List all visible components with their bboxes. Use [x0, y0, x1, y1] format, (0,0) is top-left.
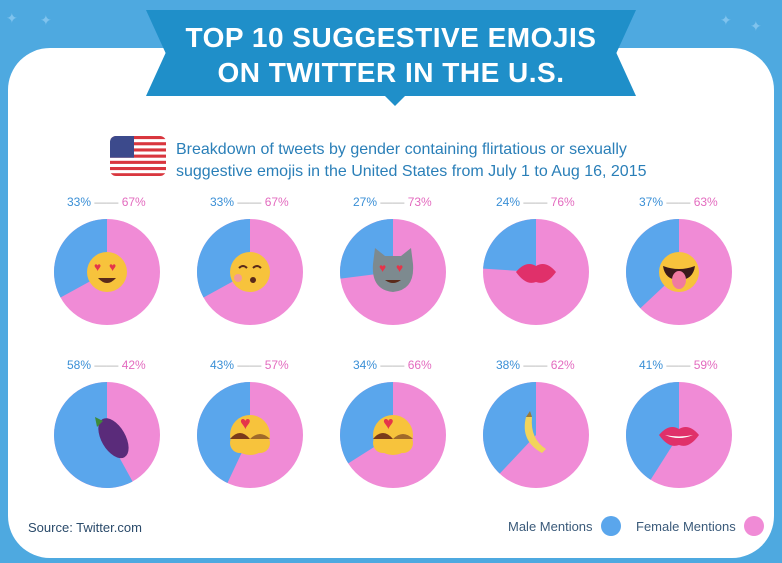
svg-text:♥: ♥ [240, 413, 251, 433]
pie-chart-10 [626, 382, 732, 488]
separator: —— [377, 195, 408, 209]
svg-text:♥: ♥ [396, 261, 403, 275]
pie-slice-male [483, 382, 536, 474]
pie-slice-male [626, 382, 679, 480]
pie-percent-labels: 33% —— 67% [67, 195, 146, 209]
svg-text:♥: ♥ [383, 413, 394, 433]
legend-female-label: Female Mentions [636, 518, 736, 534]
kissing-couple-icon: ♥ [230, 413, 270, 455]
svg-text:♥: ♥ [379, 261, 386, 275]
bird-icon: ✦ [750, 18, 762, 34]
lips-icon [659, 427, 699, 446]
pie-percent-labels: 37% —— 63% [639, 195, 718, 209]
pie-percent-labels: 34% —— 66% [353, 358, 432, 372]
female-percent-label: 76% [550, 195, 575, 209]
male-percent-label: 24% [496, 195, 521, 209]
bird-icon: ✦ [720, 12, 732, 28]
pie-percent-labels: 27% —— 73% [353, 195, 432, 209]
pie-slice-male [483, 219, 536, 272]
separator: —— [91, 195, 122, 209]
pie-percent-labels: 43% —— 57% [210, 358, 289, 372]
pie-percent-labels: 33% —— 67% [210, 195, 289, 209]
female-percent-label: 57% [264, 358, 289, 372]
female-percent-label: 67% [121, 195, 146, 209]
female-percent-label: 63% [693, 195, 718, 209]
legend-male-swatch [600, 516, 621, 536]
page-title: TOP 10 SUGGESTIVE EMOJIS ON TWITTER IN T… [146, 20, 636, 90]
legend-female: Female Mentions [636, 516, 764, 536]
pie-percent-labels: 24% —— 76% [496, 195, 575, 209]
pie-chart-5 [626, 219, 732, 325]
separator: —— [663, 358, 694, 372]
title-line-2: ON TWITTER IN THE U.S. [217, 57, 565, 88]
title-line-1: TOP 10 SUGGESTIVE EMOJIS [185, 22, 597, 53]
kiss-mark-icon [516, 264, 556, 283]
separator: —— [234, 358, 265, 372]
us-flag-icon [110, 136, 166, 176]
pie-chart-8: ♥ [340, 382, 446, 488]
bird-icon: ✦ [6, 10, 18, 26]
legend-male-label: Male Mentions [508, 518, 593, 534]
pie-slice-male [197, 382, 250, 483]
male-percent-label: 34% [353, 358, 378, 372]
pie-slice-male [626, 219, 679, 309]
pie-chart-2 [197, 219, 303, 325]
female-percent-label: 59% [693, 358, 718, 372]
svg-text:♥: ♥ [109, 260, 116, 274]
separator: —— [520, 195, 551, 209]
subtitle: Breakdown of tweets by gender containing… [176, 139, 736, 183]
male-percent-label: 37% [639, 195, 664, 209]
pie-percent-labels: 58% —— 42% [67, 358, 146, 372]
pie-percent-labels: 41% —— 59% [639, 358, 718, 372]
pie-chart-6 [53, 382, 160, 488]
male-percent-label: 33% [67, 195, 92, 209]
bird-icon: ✦ [40, 12, 52, 28]
male-percent-label: 58% [67, 358, 92, 372]
pie-chart-9 [483, 382, 589, 488]
source-note: Source: Twitter.com [28, 520, 142, 535]
subtitle-line-2: suggestive emojis in the United States f… [176, 163, 647, 180]
male-percent-label: 41% [639, 358, 664, 372]
legend-female-swatch [743, 516, 764, 536]
male-percent-label: 27% [353, 195, 378, 209]
female-percent-label: 66% [407, 358, 432, 372]
male-percent-label: 38% [496, 358, 521, 372]
pie-chart-3: ♥ ♥ [340, 219, 446, 325]
eggplant-icon [95, 417, 129, 459]
tongue-out-icon [659, 252, 699, 292]
pie-chart-1: ♥ ♥ [54, 219, 160, 325]
male-percent-label: 43% [210, 358, 235, 372]
kissing-face-icon [230, 252, 270, 292]
female-percent-label: 73% [407, 195, 432, 209]
pie-percent-labels: 38% —— 62% [496, 358, 575, 372]
title-banner [146, 10, 636, 96]
banana-icon [524, 411, 546, 453]
pie-slice-male [53, 382, 133, 488]
separator: —— [234, 195, 265, 209]
subtitle-line-1: Breakdown of tweets by gender containing… [176, 141, 627, 158]
heart-eyes-face-icon: ♥ ♥ [87, 252, 127, 292]
female-percent-label: 42% [121, 358, 146, 372]
pie-chart-4 [483, 219, 589, 325]
male-percent-label: 33% [210, 195, 235, 209]
separator: —— [377, 358, 408, 372]
female-percent-label: 67% [264, 195, 289, 209]
female-percent-label: 62% [550, 358, 575, 372]
legend-male: Male Mentions [508, 516, 621, 536]
separator: —— [91, 358, 122, 372]
separator: —— [520, 358, 551, 372]
pie-chart-7: ♥ [197, 382, 303, 488]
svg-text:♥: ♥ [94, 260, 101, 274]
title-banner-tail [383, 94, 407, 106]
couple-with-heart-icon: ♥ [373, 413, 413, 455]
heart-eyes-cat-icon: ♥ ♥ [372, 248, 414, 292]
separator: —— [663, 195, 694, 209]
